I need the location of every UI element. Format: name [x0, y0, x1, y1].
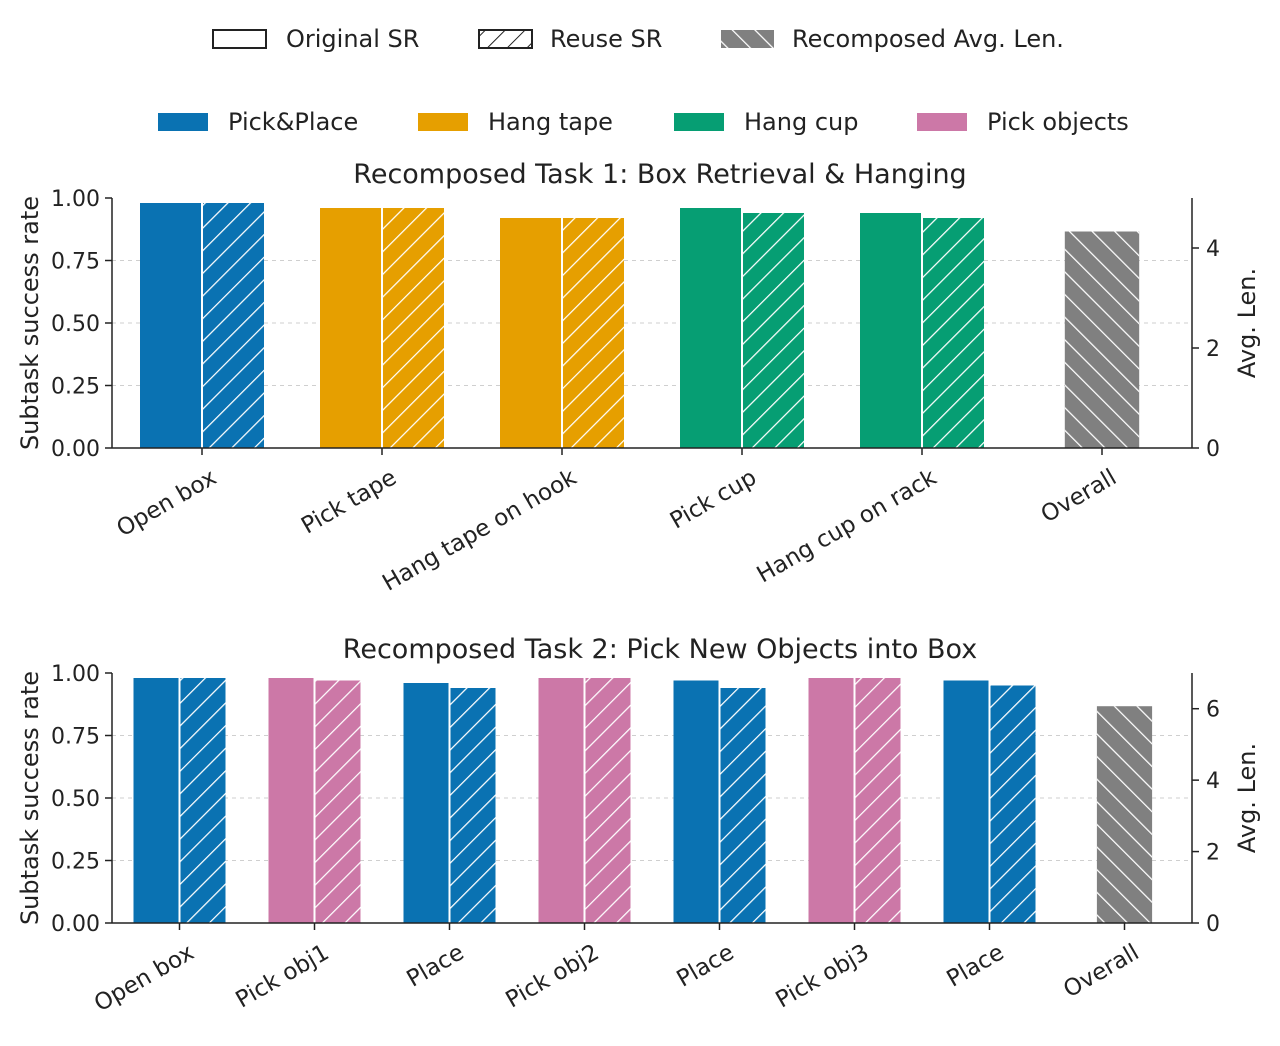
legend-hangtape-label: Hang tape	[488, 108, 613, 136]
x-tick-label: Open box	[112, 465, 221, 543]
y2-tick-label: 0	[1206, 437, 1220, 462]
bar-original	[500, 218, 562, 448]
x-tick-label: Pick tape	[297, 465, 401, 540]
bar-reuse-hatch	[179, 678, 226, 923]
legend-hangtape-swatch	[418, 113, 468, 131]
bar-original	[268, 678, 315, 923]
x-tick-label: Overall	[1059, 940, 1143, 1004]
y-tick-label: 1.00	[51, 187, 100, 212]
y-tick-label: 0.50	[51, 787, 100, 812]
bar-reuse-hatch	[314, 680, 361, 923]
legend-original-swatch	[212, 29, 267, 49]
x-tick-label: Open box	[90, 940, 199, 1018]
y-tick-label: 1.00	[51, 662, 100, 687]
y-tick-label: 0.75	[51, 725, 100, 750]
bar-reuse-hatch	[989, 685, 1036, 923]
bar-avg-len-hatch	[1064, 231, 1140, 448]
y-axis-label: Subtask success rate	[16, 671, 44, 925]
bar-original	[538, 678, 585, 923]
legend-hangcup-swatch	[674, 113, 724, 131]
bar-reuse-hatch	[449, 688, 496, 923]
bar-reuse-hatch	[382, 208, 444, 448]
legend-colors: Pick&Place Hang tape Hang cup Pick objec…	[158, 108, 1129, 136]
x-tick-label: Place	[673, 940, 739, 993]
bar-original	[403, 683, 450, 923]
x-tick-label: Pick obj1	[232, 940, 334, 1014]
chart-task-2: Recomposed Task 2: Pick New Objects into…	[16, 634, 1261, 1017]
legend-avglen-hatch	[721, 30, 774, 48]
x-tick-label: Pick obj2	[502, 940, 604, 1014]
x-tick-label: Overall	[1037, 465, 1121, 529]
legend-top: Original SR Reuse SR Recomposed Avg. Len…	[212, 25, 1064, 53]
bar-avg-len-hatch	[1096, 706, 1153, 923]
bar-original	[320, 208, 382, 448]
chart-task-1: Recomposed Task 1: Box Retrieval & Hangi…	[16, 159, 1261, 597]
y-tick-label: 0.75	[51, 250, 100, 275]
bar-reuse-hatch	[922, 218, 984, 448]
bar-reuse-hatch	[584, 678, 631, 923]
bar-reuse-hatch	[719, 688, 766, 923]
bar-original	[673, 680, 720, 923]
x-tick-label: Pick obj3	[772, 940, 874, 1014]
bar-original	[808, 678, 855, 923]
bar-reuse-hatch	[742, 213, 804, 448]
legend-avglen-label: Recomposed Avg. Len.	[792, 25, 1064, 53]
legend-pickobjects-swatch	[917, 113, 967, 131]
y-tick-label: 0.00	[51, 912, 100, 937]
legend-hangcup-label: Hang cup	[744, 108, 858, 136]
bar-original	[943, 680, 990, 923]
x-tick-label: Pick cup	[666, 465, 761, 535]
legend-pickplace-label: Pick&Place	[228, 108, 358, 136]
y2-tick-label: 2	[1206, 841, 1220, 866]
bar-reuse-hatch	[202, 203, 264, 448]
y-axis-label: Subtask success rate	[16, 196, 44, 450]
y2-tick-label: 6	[1206, 698, 1220, 723]
y-tick-label: 0.25	[51, 375, 100, 400]
bar-original	[680, 208, 742, 448]
x-tick-label: Place	[403, 940, 469, 993]
x-tick-label: Hang cup on rack	[753, 464, 942, 588]
y-tick-label: 0.25	[51, 850, 100, 875]
legend-pickobjects-label: Pick objects	[987, 108, 1129, 136]
x-tick-label: Hang tape on hook	[378, 464, 581, 596]
bar-reuse-hatch	[562, 218, 624, 448]
y2-axis-label: Avg. Len.	[1233, 743, 1261, 853]
y-tick-label: 0.00	[51, 437, 100, 462]
bar-original	[133, 678, 180, 923]
legend-reuse-swatch	[478, 29, 533, 49]
legend-original-label: Original SR	[286, 25, 419, 53]
y2-tick-label: 4	[1206, 237, 1220, 262]
chart-2-title: Recomposed Task 2: Pick New Objects into…	[343, 634, 977, 665]
y-tick-label: 0.50	[51, 312, 100, 337]
bar-original	[860, 213, 922, 448]
chart-1-title: Recomposed Task 1: Box Retrieval & Hangi…	[353, 159, 966, 190]
x-tick-label: Place	[943, 940, 1009, 993]
y2-axis-label: Avg. Len.	[1233, 268, 1261, 378]
y2-tick-label: 0	[1206, 912, 1220, 937]
legend-reuse-label: Reuse SR	[550, 25, 662, 53]
bar-original	[140, 203, 202, 448]
legend-pickplace-swatch	[158, 113, 208, 131]
bar-reuse-hatch	[854, 678, 901, 923]
y2-tick-label: 4	[1206, 769, 1220, 794]
y2-tick-label: 2	[1206, 337, 1220, 362]
